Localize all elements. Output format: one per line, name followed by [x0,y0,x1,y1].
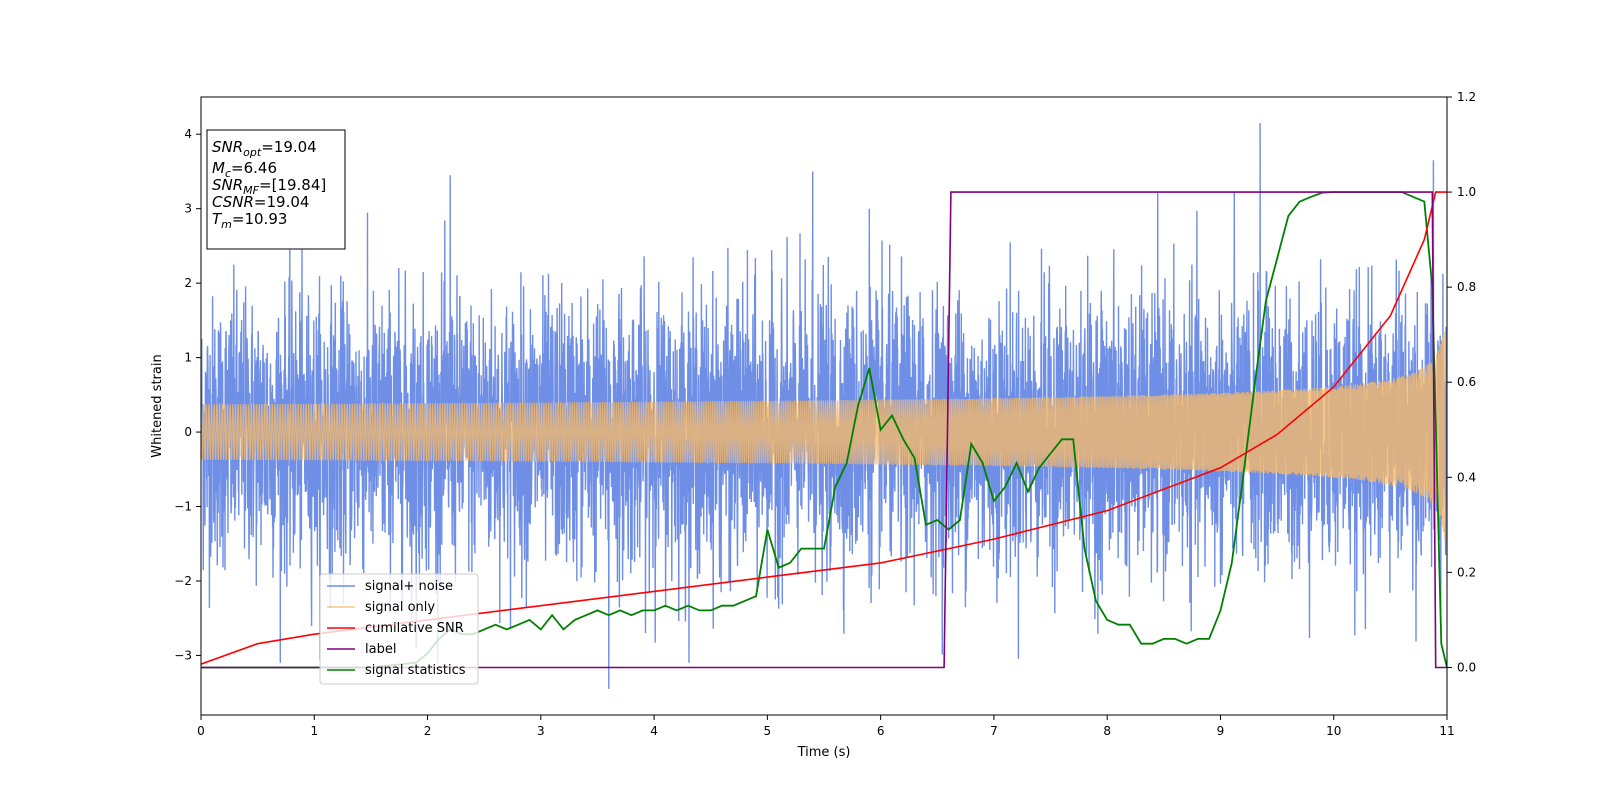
legend-frame [319,573,479,685]
x-tick-label: 2 [424,724,432,738]
x-tick-label: 1 [310,724,318,738]
y-tick-label: −1 [174,500,192,514]
x-tick-label: 11 [1439,724,1454,738]
annotation-line: CSNR=19.04 [212,193,309,211]
y-tick-label: 2 [184,276,192,290]
annotation-line: SNRopt=19.04 [212,138,317,159]
y-tick-label: −2 [174,574,192,588]
x-axis-label: Time (s) [797,745,851,760]
legend: signal+ noise signal only cumilative SNR la… [319,573,479,685]
annotation-line: Mc=6.46 [212,159,277,180]
legend-entry: signal only [365,600,435,615]
series-signal-only-line [201,331,1446,540]
y-tick-label: −3 [174,648,192,662]
y-tick-label: 0 [184,425,192,439]
x-tick-label: 6 [877,724,885,738]
annotation-line: SNRMF=[19.84] [212,176,326,197]
y-tick-label: 1 [184,351,192,365]
y2-tick-label: 0.4 [1457,470,1476,484]
plot-frame [200,96,1448,716]
y2-tick-label: 1.2 [1457,90,1476,104]
y2-tick-label: 0.6 [1457,375,1476,389]
annotation-line: Tm=10.93 [212,210,287,231]
x-tick-label: 8 [1103,724,1111,738]
y-tick-label: 3 [184,202,192,216]
legend-entry: signal+ noise [365,579,453,594]
x-tick-label: 5 [764,724,772,738]
annotation-frame [206,129,346,250]
y-axis-label: Whitened strain [150,354,165,457]
legend-entry: signal statistics [365,663,466,678]
series-label-line [201,191,1447,669]
y2-tick-label: 0.0 [1457,660,1476,674]
x-tick-label: 4 [650,724,658,738]
x-tick-label: 0 [197,724,205,738]
legend-entry: label [365,642,396,657]
legend-entry: cumilative SNR [365,621,464,636]
x-tick-label: 9 [1217,724,1225,738]
y2-tick-label: 0.8 [1457,280,1476,294]
y-tick-label: 4 [184,127,192,141]
x-tick-label: 10 [1326,724,1341,738]
x-tick-label: 3 [537,724,545,738]
series-signal-statistics-line [201,191,1447,669]
x-tick-label: 7 [990,724,998,738]
y2-tick-label: 0.2 [1457,565,1476,579]
y2-tick-label: 1.0 [1457,185,1476,199]
snr-annotation-box: SNRopt=19.04Mc=6.46SNRMF=[19.84]CSNR=19.… [206,129,346,250]
axes: 0 1 2 3 4 5 6 7 8 9 10 11 −3 −2 −1 0 1 2 3 4 0.0 0.2 0.4 0.6 0.8… [174,90,1476,738]
